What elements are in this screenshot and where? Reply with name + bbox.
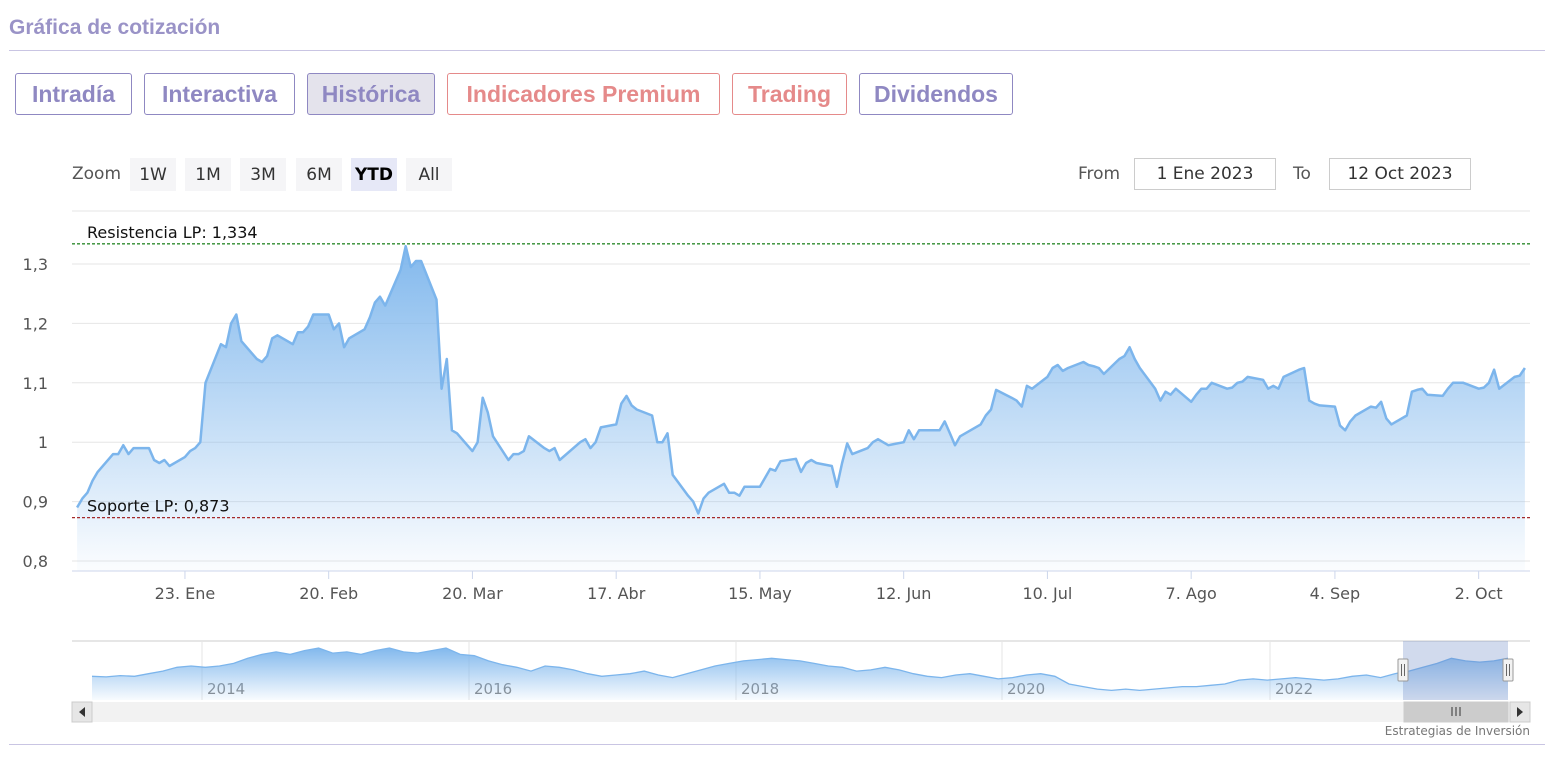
y-tick-label: 0,8 xyxy=(23,552,48,571)
x-tick-label: 4. Sep xyxy=(1310,584,1361,603)
to-label: To xyxy=(1293,164,1311,184)
price-series xyxy=(76,244,1526,571)
to-date-input[interactable]: 12 Oct 2023 xyxy=(1329,158,1471,190)
section-title: Gráfica de cotización xyxy=(9,16,221,39)
zoom-1m-button[interactable]: 1M xyxy=(185,158,231,191)
zoom-1w-button[interactable]: 1W xyxy=(130,158,176,191)
navigator[interactable]: 20142016201820202022 xyxy=(71,640,1531,723)
price-area xyxy=(77,246,1525,571)
tab-indicadores-premium[interactable]: Indicadores Premium xyxy=(447,73,720,115)
zoom-6m-button[interactable]: 6M xyxy=(296,158,342,191)
price-line xyxy=(76,244,1526,515)
credits-text: Estrategias de Inversión xyxy=(1384,724,1530,738)
y-tick-label: 1,3 xyxy=(23,255,48,274)
title-divider xyxy=(9,50,1545,51)
resistance-label: Resistencia LP: 1,334 xyxy=(87,223,258,242)
x-tick-label: 17. Abr xyxy=(587,584,646,603)
navigator-area xyxy=(92,648,1508,700)
scroll-left-arrow-icon xyxy=(79,707,85,717)
y-tick-label: 1,2 xyxy=(23,314,48,333)
y-axis: 1,3 1,2 1,1 1 0,9 0,8 xyxy=(23,255,48,571)
scrollbar-track[interactable] xyxy=(72,702,1530,722)
navigator-handle-left[interactable] xyxy=(1397,658,1409,682)
tab-dividendos[interactable]: Dividendos xyxy=(859,73,1013,115)
scroll-right-arrow-icon xyxy=(1517,707,1523,717)
from-label: From xyxy=(1078,164,1121,184)
x-axis: 23. Ene 20. Feb 20. Mar 17. Abr 15. May 12. J… xyxy=(72,570,1530,603)
x-tick-label: 10. Jul xyxy=(1023,584,1073,603)
y-tick-label: 1,1 xyxy=(23,374,48,393)
zoom-label: Zoom xyxy=(72,164,122,184)
plot-lines: Resistencia LP: 1,334 Soporte LP: 0,873 xyxy=(72,223,1530,519)
navigator-line xyxy=(91,647,1509,692)
support-label: Soporte LP: 0,873 xyxy=(87,497,230,516)
tab-intradia[interactable]: Intradía xyxy=(15,73,132,115)
from-date-input[interactable]: 1 Ene 2023 xyxy=(1134,158,1276,190)
x-tick-label: 15. May xyxy=(728,584,792,603)
tab-trading[interactable]: Trading xyxy=(732,73,847,115)
x-tick-label: 2. Oct xyxy=(1455,584,1503,603)
zoom-3m-button[interactable]: 3M xyxy=(240,158,286,191)
zoom-ytd-button[interactable]: YTD xyxy=(351,158,397,191)
x-tick-label: 20. Mar xyxy=(442,584,503,603)
navigator-handle-right[interactable] xyxy=(1502,658,1514,682)
x-tick-label: 23. Ene xyxy=(155,584,216,603)
tab-historica[interactable]: Histórica xyxy=(307,73,435,115)
x-tick-label: 12. Jun xyxy=(876,584,932,603)
zoom-all-button[interactable]: All xyxy=(406,158,452,191)
x-tick-label: 7. Ago xyxy=(1166,584,1217,603)
navigator-selection[interactable] xyxy=(1403,641,1508,700)
x-tick-label: 20. Feb xyxy=(299,584,358,603)
y-tick-label: 1 xyxy=(38,433,48,452)
y-tick-label: 0,9 xyxy=(23,493,48,512)
bottom-divider xyxy=(9,744,1545,745)
tab-interactiva[interactable]: Interactiva xyxy=(144,73,295,115)
